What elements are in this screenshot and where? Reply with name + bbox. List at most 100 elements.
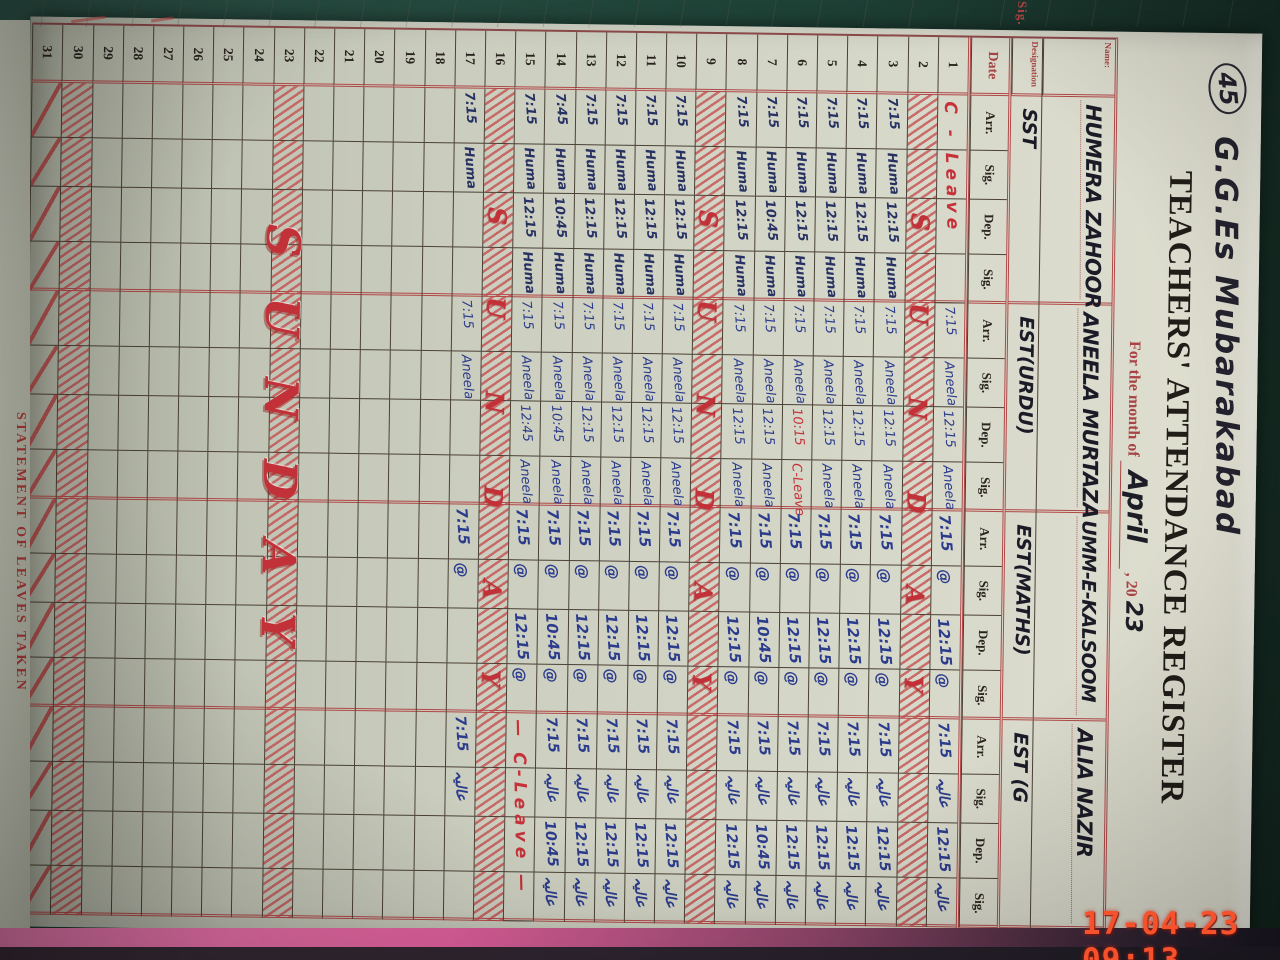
- attendance-cell: [292, 814, 324, 870]
- attendance-cell: 12:15: [778, 612, 810, 669]
- attendance-cell: 12:15: [868, 614, 900, 670]
- date-number-cell: 13: [575, 32, 606, 91]
- attendance-cell: [205, 555, 237, 606]
- attendance-cell: [25, 449, 57, 499]
- attendance-cell: [357, 454, 389, 504]
- attendance-cell: [89, 242, 121, 292]
- handwritten-entry: @: [571, 667, 591, 684]
- attendance-cell: [173, 708, 205, 764]
- teacher-day-block: 7:15 Huma 12:15 Huma: [662, 91, 696, 300]
- handwritten-entry: 7:15: [521, 91, 539, 126]
- attendance-cell: Aneela: [629, 457, 661, 508]
- attendance-cell: 12:15: [811, 405, 843, 461]
- attendance-cell: [896, 822, 928, 879]
- teacher-day-block: [86, 291, 120, 500]
- attendance-cell: @: [507, 560, 539, 610]
- attendance-cell: [291, 869, 323, 919]
- attendance-cell: 7:15: [631, 298, 663, 355]
- attendance-cell: 12:45: [509, 401, 541, 457]
- attendance-cell: عالیہ: [625, 769, 657, 820]
- column-label: Sig.: [980, 268, 996, 290]
- handwritten-entry: @: [753, 566, 773, 583]
- attendance-cell: Huma: [602, 249, 634, 299]
- name-label: Name:: [1102, 42, 1114, 69]
- teacher-day-block: 7:15 عالیہ 12:15 عالیہ: [865, 718, 899, 927]
- attendance-cell: 7:15: [785, 93, 817, 149]
- date-number-cell: 23: [273, 27, 305, 87]
- date-number-cell: 29: [92, 25, 124, 84]
- attendance-cell: [140, 867, 172, 917]
- teacher-day-block: 7:15 @12:15 @: [717, 508, 751, 717]
- attendance-cell: 7:15: [508, 505, 540, 561]
- handwritten-entry: 12:15: [721, 822, 742, 871]
- attendance-cell: [30, 82, 62, 138]
- attendance-cell: 7:15: [574, 90, 606, 146]
- handwritten-entry: 7:15: [784, 511, 806, 551]
- handwritten-entry: 7:15: [451, 715, 471, 753]
- attendance-cell: [119, 242, 151, 293]
- date-number-cell: 26: [182, 26, 214, 85]
- column-label: Dep.: [981, 213, 997, 240]
- date-number-cell: 25: [212, 27, 244, 86]
- attendance-cell: 7:15: [927, 719, 959, 775]
- attendance-cell: 12:15: [630, 402, 662, 459]
- column-label: Sig.: [973, 788, 989, 810]
- attendance-cell: [352, 870, 383, 920]
- handwritten-entry: عالیہ: [450, 770, 470, 802]
- handwritten-entry: 12:15: [580, 196, 599, 240]
- attendance-cell: 12:15: [723, 196, 755, 252]
- attendance-cell: Aneela: [720, 459, 751, 509]
- attendance-cell: Aneela: [570, 353, 602, 403]
- handwritten-entry: 7:15: [934, 721, 954, 759]
- attendance-cell: [356, 558, 388, 608]
- attendance-cell: [382, 870, 414, 920]
- teacher-day-block: 7:15 عالیہ 12:15 عالیہ: [593, 714, 627, 923]
- attendance-cell: [684, 819, 716, 876]
- handwritten-entry: @: [844, 567, 864, 584]
- attendance-cell: @: [718, 563, 750, 613]
- teacher-day-block: 7:15 Huma 12:15 Huma: [632, 90, 666, 300]
- handwritten-entry: 7:15: [883, 97, 902, 131]
- handwritten-entry: 10:45: [752, 615, 775, 665]
- attendance-cell: 7:15: [725, 92, 757, 148]
- attendance-cell: [388, 399, 420, 455]
- attendance-cell: [896, 773, 928, 824]
- attendance-cell: @: [777, 667, 809, 718]
- attendance-cell: [302, 86, 334, 142]
- attendance-cell: عالیہ: [774, 875, 806, 926]
- attendance-cell: [332, 86, 364, 143]
- attendance-cell: [421, 191, 453, 248]
- attendance-cell: 7:15: [842, 301, 874, 358]
- handwritten-entry: 7:15: [548, 300, 566, 331]
- column-labels-block: Arr. Sig. Dep. Sig.: [961, 511, 1003, 721]
- date-number-cell: 22: [303, 28, 335, 87]
- attendance-cell: [293, 710, 325, 766]
- column-labels-block: Arr. Sig. Dep. Sig.: [958, 719, 1000, 929]
- handwritten-entry: عالیہ: [783, 774, 802, 807]
- attendance-cell: C-Leave: [780, 459, 812, 516]
- attendance-cell: 12:15: [569, 402, 601, 458]
- attendance-cell: [203, 708, 235, 765]
- handwritten-entry: 12:15: [577, 404, 596, 444]
- attendance-cell: 7:15: [628, 506, 660, 563]
- attendance-cell: Aneela: [510, 352, 542, 402]
- attendance-cell: Aneela: [840, 460, 872, 511]
- attendance-cell: 7:15: [604, 90, 636, 146]
- attendance-cell: Aneela: [569, 457, 601, 507]
- teacher-day-block: 7:15 @12:15 @: [505, 505, 540, 714]
- attendance-cell: [208, 347, 240, 398]
- attendance-cell: عالیہ: [745, 771, 777, 821]
- handwritten-entry: @: [783, 566, 803, 583]
- attendance-cell: [179, 243, 211, 293]
- handwritten-entry: Huma: [881, 255, 900, 300]
- attendance-cell: @: [566, 664, 598, 715]
- attendance-cell: [202, 763, 234, 814]
- attendance-cell: 12:15: [600, 402, 632, 458]
- handwritten-entry: @: [631, 668, 651, 685]
- attendance-cell: Huma: [783, 251, 815, 302]
- teacher-name: UMM-E-KALSOOM: [1075, 516, 1108, 716]
- attendance-cell: 7:15: [453, 88, 485, 144]
- date-number: 7: [764, 58, 780, 66]
- attendance-cell: [58, 290, 90, 347]
- teacher-day-block: [261, 709, 295, 919]
